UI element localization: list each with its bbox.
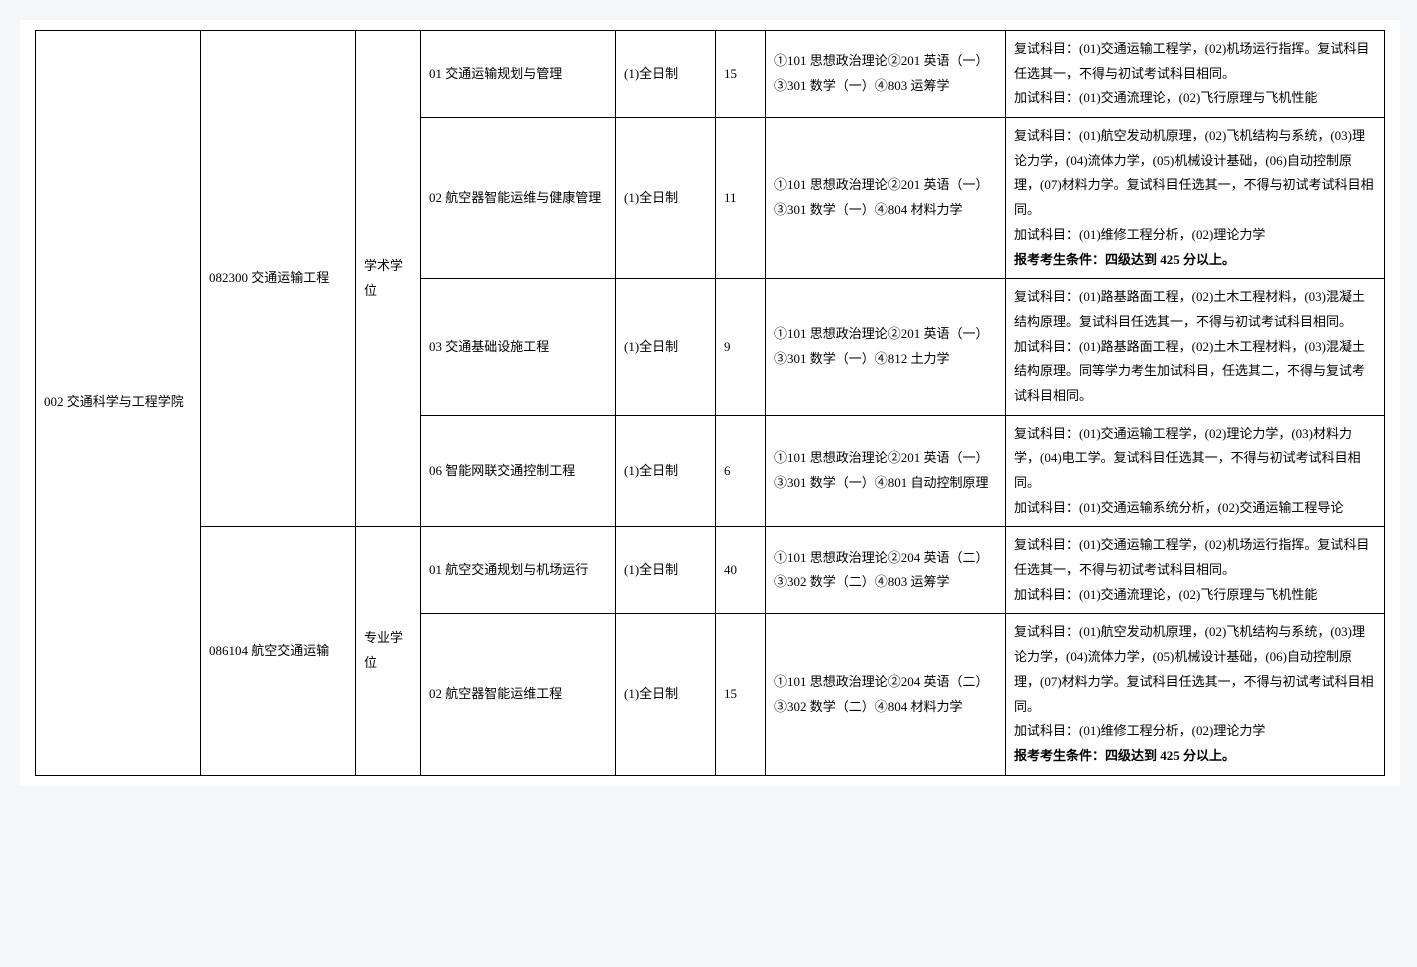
direction-cell: 02 航空器智能运维与健康管理 [421,118,616,279]
remark-text: 复试科目：(01)航空发动机原理，(02)飞机结构与系统，(03)理论力学，(0… [1014,128,1374,242]
degree-cell: 学术学位 [356,31,421,527]
major-cell: 082300 交通运输工程 [201,31,356,527]
remark-bold: 报考考生条件：四级达到 425 分以上。 [1014,252,1235,267]
remark-cell: 复试科目：(01)航空发动机原理，(02)飞机结构与系统，(03)理论力学，(0… [1006,614,1385,775]
subjects-cell: ①101 思想政治理论②201 英语（一）③301 数学（一）④801 自动控制… [766,415,1006,527]
direction-cell: 01 交通运输规划与管理 [421,31,616,118]
admissions-table: 002 交通科学与工程学院 082300 交通运输工程 学术学位 01 交通运输… [35,30,1385,776]
subjects-cell: ①101 思想政治理论②204 英语（二）③302 数学（二）④804 材料力学 [766,614,1006,775]
quota-cell: 15 [716,31,766,118]
mode-cell: (1)全日制 [616,614,716,775]
major-cell: 086104 航空交通运输 [201,527,356,775]
subjects-cell: ①101 思想政治理论②201 英语（一）③301 数学（一）④804 材料力学 [766,118,1006,279]
document-page: 002 交通科学与工程学院 082300 交通运输工程 学术学位 01 交通运输… [20,20,1400,786]
direction-cell: 02 航空器智能运维工程 [421,614,616,775]
remark-text: 复试科目：(01)交通运输工程学，(02)机场运行指挥。复试科目任选其一，不得与… [1014,537,1369,601]
subjects-cell: ①101 思想政治理论②204 英语（二）③302 数学（二）④803 运筹学 [766,527,1006,614]
remark-bold: 报考考生条件：四级达到 425 分以上。 [1014,748,1235,763]
table-row: 086104 航空交通运输 专业学位 01 航空交通规划与机场运行 (1)全日制… [36,527,1385,614]
remark-text: 复试科目：(01)交通运输工程学，(02)理论力学，(03)材料力学，(04)电… [1014,426,1361,515]
remark-cell: 复试科目：(01)交通运输工程学，(02)机场运行指挥。复试科目任选其一，不得与… [1006,31,1385,118]
mode-cell: (1)全日制 [616,31,716,118]
direction-cell: 06 智能网联交通控制工程 [421,415,616,527]
mode-cell: (1)全日制 [616,279,716,415]
remark-cell: 复试科目：(01)交通运输工程学，(02)理论力学，(03)材料力学，(04)电… [1006,415,1385,527]
table-row: 002 交通科学与工程学院 082300 交通运输工程 学术学位 01 交通运输… [36,31,1385,118]
mode-cell: (1)全日制 [616,527,716,614]
mode-cell: (1)全日制 [616,118,716,279]
quota-cell: 40 [716,527,766,614]
remark-text: 复试科目：(01)路基路面工程，(02)土木工程材料，(03)混凝土结构原理。复… [1014,289,1365,403]
remark-cell: 复试科目：(01)路基路面工程，(02)土木工程材料，(03)混凝土结构原理。复… [1006,279,1385,415]
quota-cell: 6 [716,415,766,527]
remark-text: 复试科目：(01)航空发动机原理，(02)飞机结构与系统，(03)理论力学，(0… [1014,624,1374,738]
college-cell: 002 交通科学与工程学院 [36,31,201,776]
quota-cell: 9 [716,279,766,415]
mode-cell: (1)全日制 [616,415,716,527]
quota-cell: 11 [716,118,766,279]
subjects-cell: ①101 思想政治理论②201 英语（一）③301 数学（一）④812 土力学 [766,279,1006,415]
table-body: 002 交通科学与工程学院 082300 交通运输工程 学术学位 01 交通运输… [36,31,1385,776]
degree-cell: 专业学位 [356,527,421,775]
direction-cell: 01 航空交通规划与机场运行 [421,527,616,614]
quota-cell: 15 [716,614,766,775]
direction-cell: 03 交通基础设施工程 [421,279,616,415]
remark-text: 复试科目：(01)交通运输工程学，(02)机场运行指挥。复试科目任选其一，不得与… [1014,41,1369,105]
remark-cell: 复试科目：(01)航空发动机原理，(02)飞机结构与系统，(03)理论力学，(0… [1006,118,1385,279]
remark-cell: 复试科目：(01)交通运输工程学，(02)机场运行指挥。复试科目任选其一，不得与… [1006,527,1385,614]
subjects-cell: ①101 思想政治理论②201 英语（一）③301 数学（一）④803 运筹学 [766,31,1006,118]
